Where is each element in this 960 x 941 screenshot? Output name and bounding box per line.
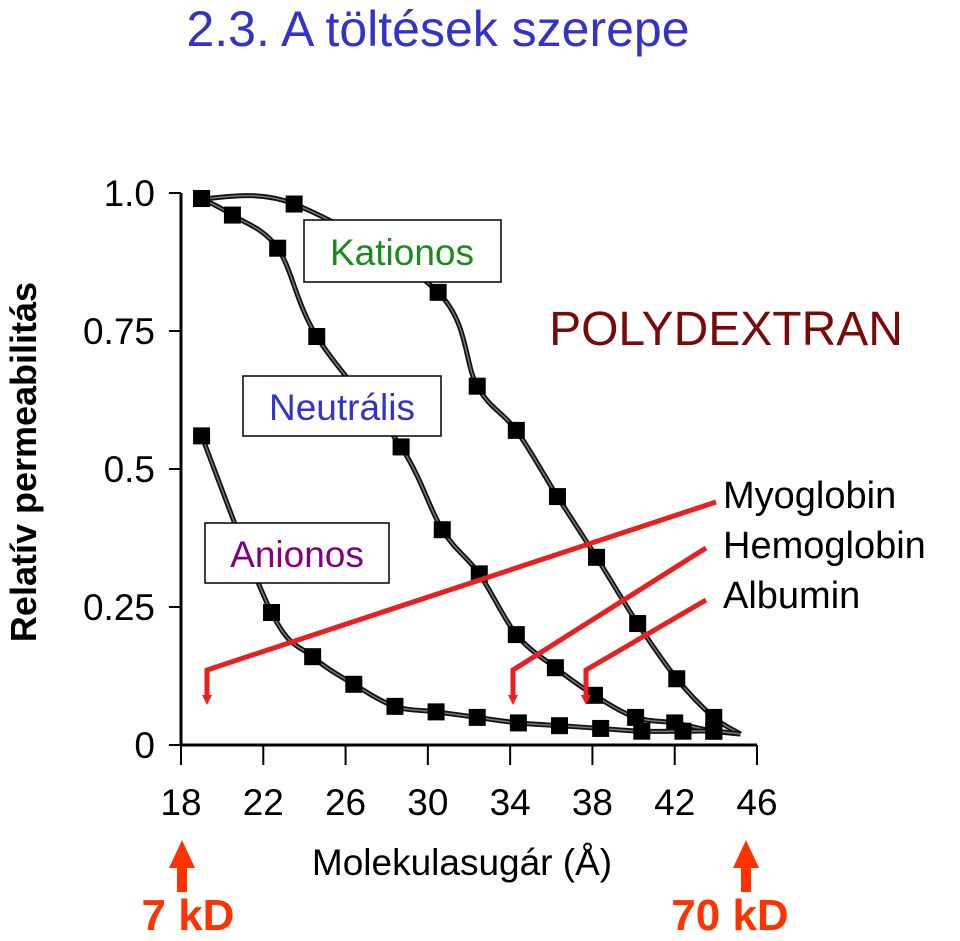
legend-box-kationos: Kationos (303, 219, 502, 283)
data-point-kationos (468, 377, 486, 395)
data-point-anionos (551, 717, 569, 735)
data-point-anionos (468, 708, 486, 726)
data-point-anionos (674, 722, 692, 740)
legend-box-anionos: Anionos (204, 522, 390, 584)
molecule-label-myoglobin: Myoglobin (723, 475, 896, 517)
data-point-neutralis (585, 686, 603, 704)
data-point-kationos (285, 195, 303, 213)
data-point-neutralis (269, 239, 287, 257)
data-point-kationos (668, 670, 686, 688)
data-point-neutralis (392, 438, 410, 456)
data-point-anionos (705, 722, 723, 740)
x-tick-label: 30 (407, 782, 448, 823)
y-tick-label: 0 (134, 725, 155, 766)
data-point-anionos (345, 675, 363, 693)
data-point-neutralis (433, 521, 451, 539)
data-point-kationos (507, 421, 525, 439)
molecule-label-hemoglobin: Hemoglobin (723, 525, 926, 567)
x-tick-label: 42 (654, 782, 695, 823)
data-point-neutralis (546, 659, 564, 677)
data-point-neutralis (193, 190, 211, 208)
data-point-anionos (509, 714, 527, 732)
y-axis-label: Relatív permeabilitás (3, 282, 44, 642)
pointer-arrow-hemoglobin (508, 545, 708, 705)
data-point-anionos (633, 722, 651, 740)
chart-series (193, 190, 742, 740)
y-tick-label: 0.25 (83, 587, 155, 628)
data-point-kationos (548, 488, 566, 506)
data-point-anionos (592, 719, 610, 737)
y-tick-label: 0.5 (104, 449, 155, 490)
x-tick-label: 34 (490, 782, 531, 823)
y-tick-label: 0.75 (83, 311, 155, 352)
data-point-anionos (427, 703, 445, 721)
series-label-kationos: Kationos (330, 232, 474, 273)
molecule-label-albumin: Albumin (723, 575, 860, 617)
up-arrow-left (169, 840, 195, 892)
pointer-arrow-myoglobin (202, 499, 717, 705)
kd-label-left: 7 kD (142, 891, 235, 940)
data-point-neutralis (627, 708, 645, 726)
data-point-kationos (429, 283, 447, 301)
data-point-anionos (386, 697, 404, 715)
data-point-neutralis (308, 328, 326, 346)
data-point-anionos (193, 427, 211, 445)
data-point-kationos (705, 708, 723, 726)
data-point-anionos (304, 648, 322, 666)
chart-ticks: 18 22 26 30 34 38 42 46 0 0.25 0.5 0.75 1.0 (83, 173, 778, 823)
x-tick-label: 22 (243, 782, 284, 823)
x-axis-label: Molekulasugár (Å) (312, 842, 612, 883)
legend-box-neutralis: Neutrális (242, 375, 442, 437)
polymer-label: POLYDEXTRAN (549, 303, 903, 356)
series-label-anionos: Anionos (230, 534, 364, 575)
series-label-neutralis: Neutrális (269, 387, 415, 428)
x-tick-label: 26 (325, 782, 366, 823)
data-point-neutralis (223, 206, 241, 224)
data-point-anionos (263, 604, 281, 622)
pointer-arrow-albumin (581, 597, 708, 705)
kd-label-right: 70 kD (671, 891, 788, 940)
up-arrow-right (733, 840, 759, 892)
x-tick-label: 38 (572, 782, 613, 823)
x-tick-label: 46 (736, 782, 777, 823)
y-tick-label: 1.0 (104, 173, 155, 214)
data-point-kationos (588, 548, 606, 566)
x-tick-label: 18 (160, 782, 201, 823)
data-point-kationos (629, 615, 647, 633)
data-point-neutralis (507, 626, 525, 644)
slide-title: 2.3. A töltések szerepe (186, 1, 689, 57)
